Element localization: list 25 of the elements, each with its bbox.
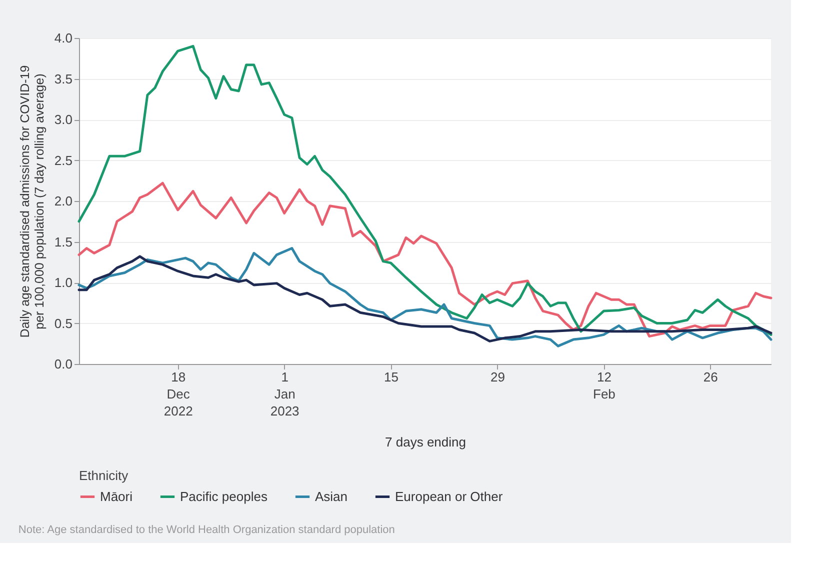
x-tick-label: 15 <box>384 370 399 384</box>
line-series <box>78 182 772 338</box>
legend-label: Asian <box>315 488 348 504</box>
y-tick-label: 1.5 <box>54 234 72 250</box>
y-axis-title: Daily age standardised admissions for COVID-19 per 100,000 population (7 day rolling average) <box>18 65 46 338</box>
y-tick-label: 0.5 <box>54 316 72 331</box>
legend-label: Māori <box>100 488 133 504</box>
legend-label: Pacific peoples <box>180 488 268 504</box>
y-tick-label: 1.0 <box>54 275 72 290</box>
x-tick-label: 26 <box>703 370 718 384</box>
x-tick-label: 18 Dec 2022 <box>164 370 193 418</box>
y-tick-label: 2.0 <box>54 194 72 208</box>
y-tick-label: 4.0 <box>54 30 72 46</box>
legend-title: Ethnicity <box>79 468 129 483</box>
y-tick-label: 0.0 <box>54 356 72 372</box>
x-tick-label: 1 Jan 2023 <box>270 370 300 418</box>
y-tick-label: 2.5 <box>54 152 72 168</box>
legend-label: European or Other <box>395 488 504 504</box>
text: Note: Age standardised to the World Health Organization standard population <box>18 524 395 536</box>
x-tick-label: 12 Feb <box>593 370 616 402</box>
x-axis-title: 7 days ending <box>385 434 466 450</box>
x-tick-label: 29 <box>490 370 505 384</box>
line-series <box>78 44 772 336</box>
y-tick-label: 3.5 <box>54 71 72 86</box>
y-tick-label: 3.0 <box>54 112 72 127</box>
